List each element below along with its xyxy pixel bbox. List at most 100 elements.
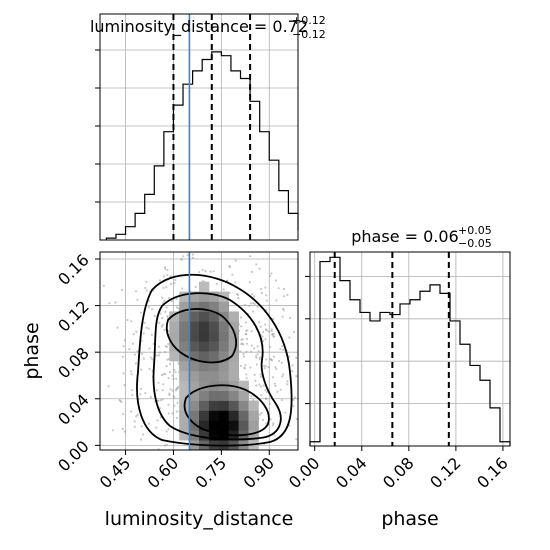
scatter-point — [234, 259, 237, 262]
density-cell — [189, 301, 200, 312]
scatter-point — [260, 411, 263, 415]
density-cell — [199, 331, 210, 342]
density-cell — [228, 360, 239, 372]
scatter-point — [262, 384, 265, 387]
joint-contour-middle — [152, 292, 282, 441]
scatter-point — [222, 288, 225, 291]
scatter-point — [142, 433, 145, 436]
density-cell — [218, 360, 230, 372]
scatter-point — [159, 312, 162, 315]
scatter-point — [194, 285, 197, 288]
density-cell — [199, 301, 210, 312]
scatter-point — [134, 290, 138, 293]
scatter-point — [165, 306, 168, 309]
density-cell — [228, 420, 239, 431]
density-cell — [199, 400, 210, 411]
scatter-point — [130, 410, 133, 413]
scatter-point — [259, 325, 262, 328]
density-cell — [218, 370, 230, 382]
density-cell — [228, 390, 239, 401]
density-cell — [248, 430, 259, 441]
scatter-point — [164, 266, 167, 269]
density-cell — [208, 420, 220, 431]
scatter-point — [157, 345, 161, 348]
scatter-point — [156, 419, 159, 422]
scatter-point — [165, 443, 168, 446]
scatter-point — [280, 361, 283, 364]
scatter-point — [153, 314, 156, 318]
joint-xtick-label-1: 0.60 — [144, 453, 183, 492]
scatter-point — [145, 289, 148, 292]
scatter-point — [133, 353, 136, 356]
phase-hist-yticks — [305, 275, 310, 405]
x-axis-label-luminosity-distance: luminosity_distance — [105, 508, 294, 530]
scatter-point — [161, 323, 164, 326]
density-cell — [208, 291, 220, 302]
scatter-point — [255, 384, 258, 387]
density-cell — [238, 410, 249, 421]
scatter-point — [269, 402, 272, 405]
phase-hist-steps — [309, 256, 511, 446]
scatter-point — [171, 300, 174, 303]
scatter-point — [121, 288, 124, 292]
scatter-point — [236, 293, 239, 296]
scatter-point — [157, 381, 160, 384]
scatter-point — [250, 350, 253, 353]
scatter-point — [162, 383, 165, 386]
scatter-point — [267, 330, 270, 333]
scatter-point — [282, 348, 285, 351]
density-cell — [208, 430, 220, 441]
scatter-point — [163, 299, 166, 302]
scatter-point — [258, 413, 262, 416]
phase-hist-panel: 0.00 0.04 0.08 0.12 0.16 phase = 0.06 +0.05 … — [285, 224, 512, 530]
scatter-point — [161, 296, 164, 299]
luminosity-distance-title: luminosity_distance = 0.72 — [90, 17, 308, 37]
scatter-point — [260, 394, 263, 397]
density-cell — [238, 390, 249, 401]
scatter-point — [245, 377, 248, 380]
phase-title: phase = 0.06 — [351, 227, 458, 246]
scatter-point — [242, 355, 245, 358]
scatter-point — [251, 293, 254, 296]
density-cell — [199, 341, 210, 352]
scatter-point — [256, 305, 259, 308]
scatter-point — [259, 287, 262, 290]
scatter-point — [122, 413, 125, 416]
scatter-point — [168, 392, 171, 395]
scatter-point — [164, 350, 167, 354]
scatter-point — [278, 359, 281, 363]
scatter-point — [180, 258, 183, 261]
scatter-point — [258, 358, 261, 361]
phase-xtick-label-1: 0.04 — [332, 453, 371, 492]
scatter-point — [257, 350, 260, 353]
scatter-point — [204, 270, 207, 273]
scatter-point — [167, 412, 170, 415]
joint-xtick-label-0: 0.45 — [96, 453, 135, 492]
scatter-point — [135, 330, 138, 333]
scatter-point — [157, 354, 161, 357]
scatter-point — [181, 287, 184, 290]
scatter-point — [274, 384, 277, 387]
scatter-point — [288, 336, 291, 339]
scatter-point — [286, 380, 289, 383]
density-cell — [218, 410, 230, 421]
scatter-point — [270, 330, 273, 333]
scatter-point — [265, 398, 268, 401]
luminosity-distance-quantile-lines — [172, 14, 252, 240]
scatter-point — [279, 347, 282, 350]
scatter-point — [271, 376, 275, 379]
scatter-point — [165, 286, 168, 289]
scatter-point — [281, 315, 284, 318]
density-cell — [218, 351, 230, 362]
density-cell — [218, 321, 230, 332]
density-cell — [199, 281, 210, 292]
scatter-point — [237, 296, 240, 300]
scatter-point — [171, 412, 174, 415]
scatter-point — [305, 395, 307, 397]
scatter-point — [151, 358, 154, 361]
scatter-point — [301, 425, 303, 427]
scatter-point — [165, 365, 168, 368]
density-cell — [218, 420, 230, 431]
density-cell — [208, 331, 220, 342]
